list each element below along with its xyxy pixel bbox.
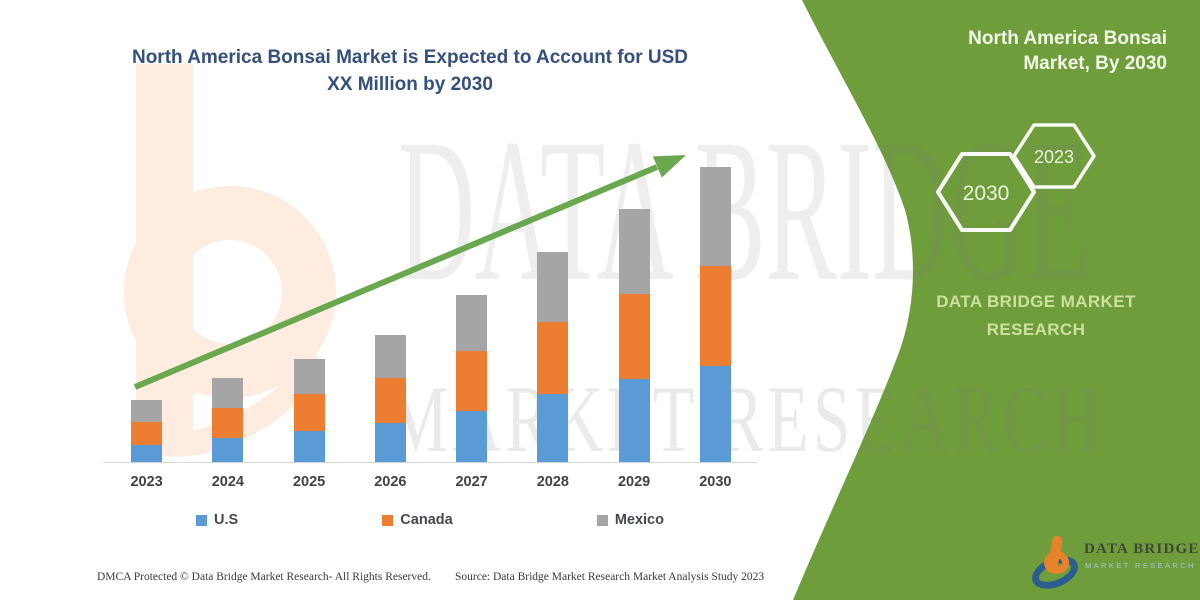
x-axis-label-2030: 2030 (699, 474, 732, 490)
legend-swatch-icon (596, 514, 608, 526)
bar-slot-2026 (350, 150, 431, 463)
footer-source: Source: Data Bridge Market Research Mark… (455, 571, 765, 583)
legend-item-canada: Canada (382, 512, 453, 528)
logo-brand-text: DATA BRIDGE (1084, 541, 1200, 557)
green-panel-shape (793, 0, 1200, 600)
chart-title: North America Bonsai Market is Expected … (110, 44, 710, 98)
legend-label: U.S (214, 512, 239, 528)
footer-copyright: DMCA Protected © Data Bridge Market Rese… (97, 571, 431, 583)
x-axis-label-2028: 2028 (536, 474, 569, 490)
bar-segment-mexico-2029 (618, 209, 650, 294)
x-axis-label-2029: 2029 (617, 474, 651, 490)
bar-slot-2025 (269, 150, 350, 463)
bar-segment-us-2027 (456, 411, 488, 463)
bar-slot-2028 (512, 150, 593, 463)
chart-title-line1: North America Bonsai Market is Expected … (131, 47, 689, 68)
x-axis-label-2024: 2024 (211, 474, 244, 490)
bar-segment-us-2026 (374, 423, 406, 463)
x-axis-label-2023: 2023 (130, 474, 163, 490)
panel-heading-line1: North America Bonsai (968, 28, 1167, 49)
legend-swatch-icon (196, 514, 207, 526)
bar-stack-2024 (212, 378, 244, 463)
bar-stack-2028 (537, 252, 569, 463)
legend-item-us: U.S (196, 512, 238, 528)
bar-stack-2026 (374, 335, 406, 463)
logo-tagline-text: MARKET RESEARCH (1085, 561, 1196, 570)
bar-segment-us-2028 (537, 394, 569, 463)
panel-brand-line2: RESEARCH (986, 320, 1086, 339)
bar-slot-2023 (106, 150, 187, 463)
bar-segment-mexico-2026 (374, 335, 406, 378)
bar-segment-canada-2024 (212, 408, 244, 438)
bar-segment-us-2029 (618, 379, 650, 463)
logo-b-bowl-icon (1044, 551, 1069, 574)
bar-segment-mexico-2028 (537, 252, 569, 322)
bar-segment-canada-2030 (699, 266, 731, 366)
legend-label: Canada (400, 512, 453, 528)
panel-brand-line1: DATA BRIDGE MARKET (936, 292, 1136, 311)
bar-segment-mexico-2025 (293, 359, 325, 394)
bar-slot-2024 (187, 150, 268, 463)
bar-chart (106, 150, 756, 463)
bar-segment-canada-2028 (537, 322, 569, 394)
x-axis-label-2025: 2025 (292, 474, 326, 490)
data-bridge-logo: DATA BRIDGE MARKET RESEARCH (1027, 533, 1198, 595)
bar-stack-2029 (618, 209, 650, 463)
bar-segment-mexico-2027 (456, 295, 488, 351)
bar-segment-canada-2025 (293, 394, 325, 431)
legend-item-mexico: Mexico (596, 512, 664, 528)
bar-stack-2030 (699, 167, 731, 463)
chart-title-line2: XX Million by 2030 (327, 74, 493, 95)
bar-segment-canada-2023 (131, 422, 163, 445)
bar-segment-us-2030 (699, 366, 731, 463)
panel-heading: North America Bonsai Market, By 2030 (847, 26, 1167, 76)
x-axis-label-2026: 2026 (374, 474, 407, 490)
bar-segment-us-2024 (212, 438, 244, 463)
bar-slot-2030 (675, 150, 756, 463)
bar-segment-mexico-2030 (699, 167, 731, 266)
bar-stack-2023 (131, 400, 163, 463)
legend-label: Mexico (614, 512, 664, 528)
bar-stack-2027 (456, 295, 488, 463)
x-axis-label-2027: 2027 (455, 474, 488, 490)
bar-segment-canada-2027 (456, 351, 488, 411)
x-axis-line (103, 462, 757, 463)
bar-stack-2025 (293, 359, 325, 463)
bar-segment-mexico-2023 (131, 400, 163, 422)
bar-segment-mexico-2024 (212, 378, 244, 408)
bar-slot-2027 (431, 150, 512, 463)
bar-slot-2029 (594, 150, 675, 463)
bar-segment-us-2023 (131, 445, 163, 463)
bar-segment-canada-2026 (374, 378, 406, 423)
bar-segment-us-2025 (293, 431, 325, 463)
legend-swatch-icon (382, 514, 394, 526)
bar-segment-canada-2029 (618, 294, 650, 379)
x-axis-labels: 2023 2024 2025 2026 2027 2028 2029 2030 (106, 474, 756, 490)
panel-brand-text: DATA BRIDGE MARKET RESEARCH (906, 288, 1166, 344)
panel-heading-line2: Market, By 2030 (1023, 53, 1167, 74)
chart-legend: U.S Canada Mexico (196, 512, 664, 528)
